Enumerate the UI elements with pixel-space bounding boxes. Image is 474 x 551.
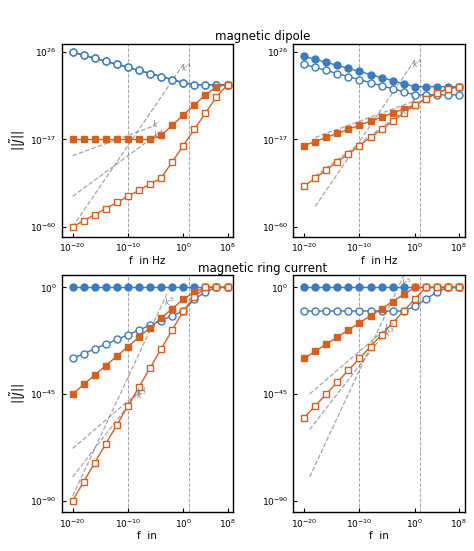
Text: magnetic dipole: magnetic dipole — [215, 30, 311, 44]
X-axis label: f  in Hz: f in Hz — [129, 256, 165, 266]
Text: $k^4$: $k^4$ — [181, 62, 191, 74]
Text: $k^5$: $k^5$ — [401, 277, 411, 289]
Text: $k^2$: $k^2$ — [153, 129, 164, 142]
Text: magnetic ring current: magnetic ring current — [199, 262, 328, 275]
X-axis label: f  in: f in — [369, 531, 389, 541]
Text: $k^2$: $k^2$ — [137, 386, 147, 398]
Y-axis label: $||\tilde{J}||$: $||\tilde{J}||$ — [8, 130, 27, 151]
Text: k: k — [412, 96, 417, 105]
Text: $k^2$: $k^2$ — [401, 105, 411, 117]
Y-axis label: $||\tilde{J}||$: $||\tilde{J}||$ — [8, 383, 27, 404]
Text: $k^5$: $k^5$ — [164, 296, 174, 309]
Text: (a): (a) — [139, 291, 155, 304]
Text: $k^4$: $k^4$ — [412, 58, 423, 71]
Text: $k^3$: $k^3$ — [137, 388, 147, 401]
Text: k: k — [153, 120, 158, 129]
X-axis label: f  in: f in — [137, 531, 157, 541]
X-axis label: f  in Hz: f in Hz — [361, 256, 397, 266]
Text: $k^2$: $k^2$ — [384, 322, 395, 334]
Text: (b): (b) — [370, 291, 387, 304]
Text: $k^3$: $k^3$ — [384, 327, 395, 339]
